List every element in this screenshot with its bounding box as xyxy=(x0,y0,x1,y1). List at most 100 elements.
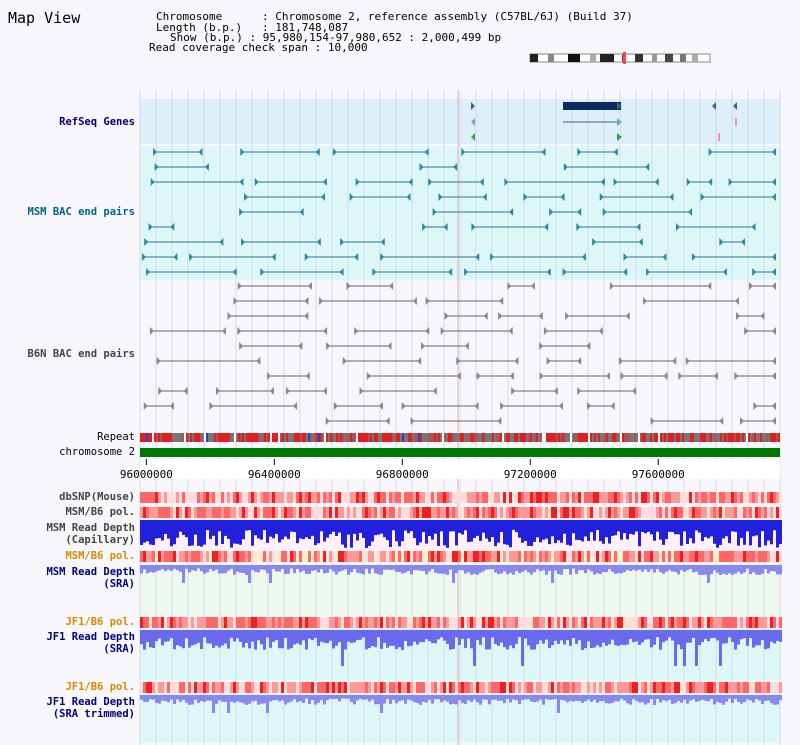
repeat-cell xyxy=(654,433,656,442)
repeat-cell xyxy=(496,433,498,442)
dbsnp-cell xyxy=(338,492,341,503)
jf1-sra-depth xyxy=(245,630,248,643)
track-label-dbsnp[interactable]: dbSNP(Mouse) xyxy=(59,491,135,503)
jf1-b6-pol-cell xyxy=(407,617,410,628)
jf1-sra-depth xyxy=(524,630,527,639)
repeat-cell xyxy=(726,433,728,442)
dbsnp-cell xyxy=(146,492,149,503)
msm-sra-depth xyxy=(203,565,206,574)
msm-sra-depth xyxy=(713,565,716,571)
dbsnp-cell xyxy=(617,492,620,503)
jf1-b6-pol-cell xyxy=(692,617,695,628)
jf1-sra-depth xyxy=(533,630,536,650)
msm-b6-pol-cell xyxy=(326,507,329,518)
msm-b6-pol2-cell xyxy=(743,551,746,562)
jf1-b6-pol-cell xyxy=(239,617,242,628)
track-label-jf1-depth-trimmed[interactable]: JF1 Read Depth (SRA trimmed) xyxy=(0,696,135,720)
msm-sra-depth xyxy=(677,565,680,575)
b6n-bac-pair-end xyxy=(325,417,330,425)
jf1-trim-depth xyxy=(380,695,383,713)
jf1-sra-depth xyxy=(575,630,578,644)
msm-b6-pol-cell xyxy=(569,507,572,518)
dbsnp-cell xyxy=(539,492,542,503)
jf1-trim-depth xyxy=(761,695,764,704)
dbsnp-cell xyxy=(455,492,458,503)
jf1-b6-pol-cell xyxy=(764,617,767,628)
msm-bac-pair-end xyxy=(173,253,178,261)
repeat-cell xyxy=(572,433,574,442)
msm-sra-depth xyxy=(326,565,329,573)
track-label-jf1-depth-sra[interactable]: JF1 Read Depth (SRA) xyxy=(0,631,135,655)
msm-bac-pair-end xyxy=(602,208,607,216)
msm-sra-depth xyxy=(701,565,704,575)
track-label-jf1-b6-pol-2[interactable]: JF1/B6 pol. xyxy=(65,681,135,693)
msm-sra-depth xyxy=(236,565,239,572)
msm-bac-pair-end xyxy=(464,268,469,276)
repeat-cell xyxy=(326,433,328,442)
track-label-msm-depth-sra[interactable]: MSM Read Depth (SRA) xyxy=(0,566,135,590)
msm-b6-pol2-cell xyxy=(332,551,335,562)
msm-b6-pol-cell xyxy=(719,507,722,518)
jf1-b6-pol2-cell xyxy=(674,682,677,693)
track-label-msm-b6-pol[interactable]: MSM/B6 pol. xyxy=(65,506,135,518)
dbsnp-cell xyxy=(407,492,410,503)
msm-sra-depth xyxy=(491,565,494,570)
jf1-b6-pol2-cell xyxy=(683,682,686,693)
msm-cap-depth xyxy=(752,520,755,537)
msm-bac-pair-end xyxy=(544,223,549,231)
msm-b6-pol2-cell xyxy=(464,551,467,562)
msm-b6-pol2-cell xyxy=(284,551,287,562)
jf1-b6-pol-cell xyxy=(323,617,326,628)
msm-b6-pol-cell xyxy=(731,507,734,518)
jf1-sra-depth xyxy=(671,630,674,641)
jf1-b6-pol-cell xyxy=(260,617,263,628)
dbsnp-cell xyxy=(152,492,155,503)
msm-b6-pol2-cell xyxy=(536,551,539,562)
msm-b6-pol-cell xyxy=(407,507,410,518)
jf1-b6-pol-cell xyxy=(317,617,320,628)
b6n-bac-pair-end xyxy=(156,357,161,365)
track-label-jf1-b6-pol[interactable]: JF1/B6 pol. xyxy=(65,616,135,628)
jf1-b6-pol2-cell xyxy=(179,682,182,693)
track-label-msm-depth-capillary[interactable]: MSM Read Depth (Capillary) xyxy=(0,522,135,546)
jf1-b6-pol2-cell xyxy=(236,682,239,693)
b6n-bac-pair-end xyxy=(609,282,614,290)
jf1-sra-depth xyxy=(206,630,209,644)
msm-b6-pol-cell xyxy=(410,507,413,518)
msm-b6-pol2-cell xyxy=(473,551,476,562)
jf1-sra-depth xyxy=(776,630,779,641)
msm-b6-pol-cell xyxy=(614,507,617,518)
track-label-refseq[interactable]: RefSeq Genes xyxy=(59,116,135,128)
jf1-b6-pol2-cell xyxy=(173,682,176,693)
jf1-b6-pol2-cell xyxy=(293,682,296,693)
jf1-b6-pol-cell xyxy=(389,617,392,628)
jf1-trim-depth xyxy=(536,695,539,702)
msm-cap-depth xyxy=(680,520,683,546)
track-label-msm-b6-pol-2[interactable]: MSM/B6 pol. xyxy=(65,550,135,562)
msm-sra-depth xyxy=(374,565,377,574)
repeat-cell xyxy=(686,433,688,442)
msm-sra-depth xyxy=(164,565,167,572)
msm-b6-pol2-cell xyxy=(191,551,194,562)
jf1-b6-pol2-cell xyxy=(284,682,287,693)
msm-b6-pol2-cell xyxy=(302,551,305,562)
msm-sra-depth xyxy=(509,565,512,573)
repeat-cell xyxy=(158,433,160,442)
msm-bac-pair-end xyxy=(154,163,159,171)
msm-b6-pol-cell xyxy=(521,507,524,518)
ideogram-band xyxy=(568,54,580,62)
msm-b6-pol-cell xyxy=(626,507,629,518)
b6n-bac-pair-end xyxy=(221,327,226,335)
jf1-sra-depth xyxy=(674,630,677,666)
track-label-b6n-bac[interactable]: B6N BAC end pairs xyxy=(27,348,135,360)
jf1-sra-depth xyxy=(740,630,743,640)
msm-sra-depth xyxy=(539,565,542,572)
jf1-trim-depth xyxy=(506,695,509,699)
jf1-trim-depth xyxy=(719,695,722,703)
jf1-b6-pol2-cell xyxy=(449,682,452,693)
jf1-b6-pol2-cell xyxy=(401,682,404,693)
track-label-msm-bac[interactable]: MSM BAC end pairs xyxy=(27,206,135,218)
show-key: Show (b.p.) xyxy=(170,31,243,44)
jf1-trim-depth xyxy=(686,695,689,704)
msm-b6-pol2-cell xyxy=(221,551,224,562)
